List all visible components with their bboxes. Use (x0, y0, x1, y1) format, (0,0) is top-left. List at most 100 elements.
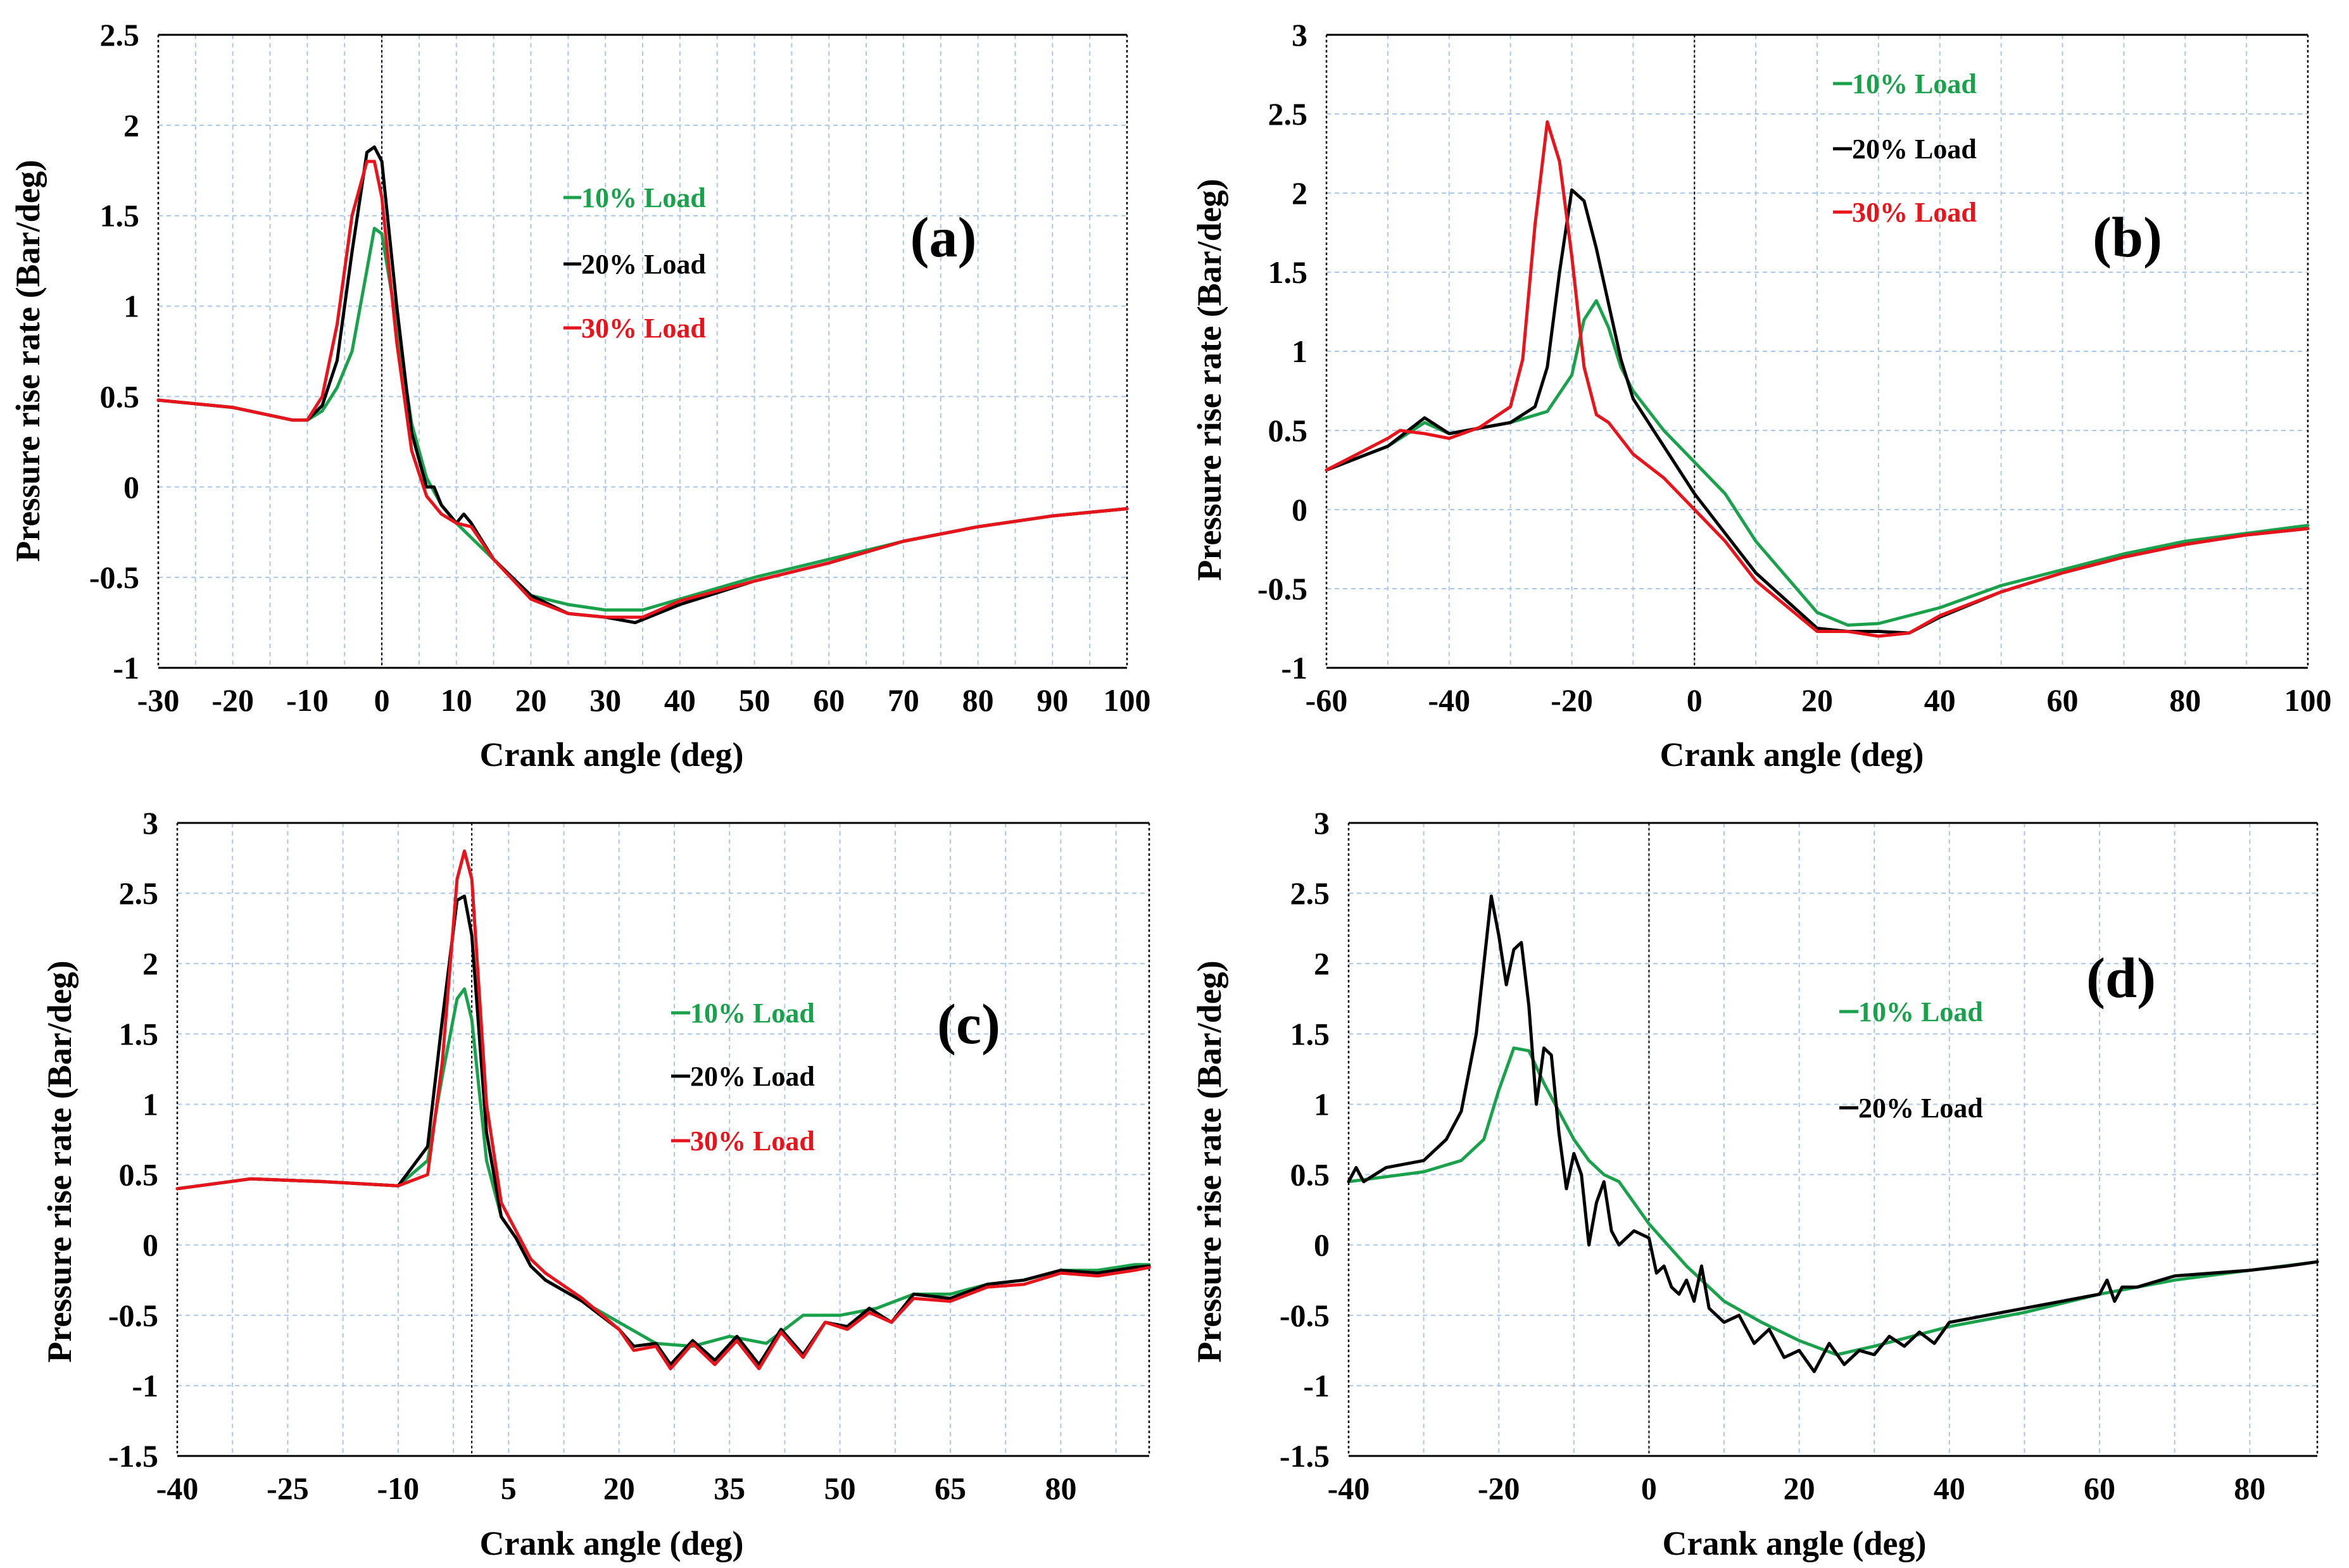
x-axis-label-d: Crank angle (deg) (1663, 1524, 1927, 1562)
series-line-b-3 (1325, 120, 2310, 638)
y-axis-label-c: Pressure rise rate (Bar/deg) (41, 960, 79, 1362)
x-tick-label-b-4: 20 (1801, 682, 1833, 718)
series-line-d-1 (1347, 1046, 2319, 1357)
series-line-a-3 (156, 160, 1129, 619)
x-tick-label-d-6: 80 (2234, 1471, 2265, 1506)
y-tick-label-b-7: 2.5 (1268, 96, 1308, 132)
x-tick-label-a-1: -20 (211, 682, 254, 718)
legend-label-a-10: 10% Load (581, 182, 706, 213)
y-tick-label-b-1: -0.5 (1257, 571, 1307, 606)
legend-c: 10% Load 20% Load 30% Load (671, 998, 815, 1157)
y-tick-label-b-3: 0.5 (1268, 413, 1308, 448)
y-axis-label-b: Pressure rise rate (Bar/deg) (1190, 179, 1228, 580)
y-tick-label-d-1: -1 (1303, 1368, 1330, 1403)
x-tick-label-b-1: -40 (1428, 682, 1470, 718)
x-tick-label-c-1: -25 (267, 1471, 309, 1506)
y-tick-label-a-5: 1.5 (100, 198, 140, 234)
x-tick-label-a-0: -30 (137, 682, 180, 718)
y-tick-label-c-0: -1.5 (108, 1438, 158, 1474)
x-tick-label-a-7: 40 (664, 682, 696, 718)
chart-panel-b: -1 -0.5 0 0.5 1 1.5 2 2.5 3 -60 -40 -20 0 20 40 60 80 10… (1190, 17, 2332, 774)
y-tick-label-c-1: -1 (132, 1368, 158, 1403)
x-tick-label-a-9: 60 (813, 682, 845, 718)
y-tick-label-d-2: -0.5 (1280, 1298, 1330, 1333)
legend-label-c-20: 20% Load (690, 1061, 815, 1092)
y-tick-label-d-8: 2.5 (1290, 875, 1330, 911)
legend-label-d-20: 20% Load (1858, 1093, 1983, 1124)
legend-label-b-30: 30% Load (1852, 197, 1977, 228)
x-tick-label-d-4: 40 (1934, 1471, 1965, 1506)
y-tick-label-c-7: 2 (142, 946, 158, 981)
y-tick-label-d-9: 3 (1314, 805, 1330, 841)
x-tick-label-b-6: 60 (2047, 682, 2079, 718)
series-line-d-2 (1347, 894, 2319, 1374)
y-axis-label-d: Pressure rise rate (Bar/deg) (1190, 960, 1228, 1362)
y-tick-label-b-0: -1 (1281, 650, 1307, 686)
y-tick-label-d-6: 1.5 (1290, 1016, 1330, 1051)
y-tick-label-a-2: 0 (123, 469, 139, 505)
x-tick-label-c-0: -40 (156, 1471, 199, 1506)
x-tick-label-d-0: -40 (1328, 1471, 1370, 1506)
y-tick-label-c-5: 1 (142, 1086, 158, 1122)
y-tick-label-b-6: 2 (1292, 175, 1307, 211)
legend-label-a-20: 20% Load (581, 249, 706, 280)
x-tick-label-a-3: 0 (374, 682, 390, 718)
chart-panel-d: -1.5-1-0.500.511.522.53 -40 -20 0 20 40 60 80 … (1190, 805, 2319, 1562)
x-tick-label-c-5: 35 (714, 1471, 745, 1506)
legend-label-d-10: 10% Load (1858, 996, 1983, 1027)
y-tick-label-b-8: 3 (1292, 17, 1307, 53)
x-tick-label-a-10: 70 (888, 682, 919, 718)
panel-label-d: (d) (2086, 947, 2156, 1010)
x-tick-label-c-4: 20 (603, 1471, 635, 1506)
y-tick-label-b-2: 0 (1292, 492, 1307, 527)
y-tick-label-a-1: -0.5 (89, 560, 139, 595)
legend-label-b-10: 10% Load (1852, 68, 1977, 99)
legend-label-b-20: 20% Load (1852, 134, 1977, 165)
x-tick-label-a-5: 20 (515, 682, 546, 718)
y-tick-label-d-0: -1.5 (1280, 1438, 1330, 1474)
y-tick-label-c-3: 0 (142, 1227, 158, 1263)
x-axis-label-c: Crank angle (deg) (480, 1524, 744, 1562)
x-tick-label-a-4: 10 (441, 682, 472, 718)
x-tick-label-c-2: -10 (377, 1471, 420, 1506)
y-tick-label-c-4: 0.5 (119, 1157, 159, 1193)
series-line-c-3 (175, 849, 1151, 1370)
series-line-c-1 (175, 987, 1151, 1348)
x-tick-label-a-2: -10 (286, 682, 329, 718)
x-tick-label-c-6: 50 (824, 1471, 856, 1506)
x-axis-label-a: Crank angle (deg) (480, 736, 744, 774)
x-tick-label-b-3: 0 (1687, 682, 1703, 718)
panel-label-a: (a) (910, 206, 977, 269)
x-tick-label-d-1: -20 (1478, 1471, 1520, 1506)
x-tick-label-a-12: 90 (1036, 682, 1068, 718)
y-tick-label-d-5: 1 (1314, 1086, 1330, 1122)
y-tick-label-b-4: 1 (1292, 334, 1307, 369)
x-tick-label-c-3: 5 (501, 1471, 517, 1506)
x-tick-label-d-3: 20 (1784, 1471, 1815, 1506)
y-tick-label-c-9: 3 (142, 805, 158, 841)
y-tick-label-a-7: 2.5 (100, 17, 140, 53)
y-tick-label-a-0: -1 (113, 650, 139, 686)
y-tick-label-d-4: 0.5 (1290, 1157, 1330, 1193)
y-tick-label-a-4: 1 (123, 289, 139, 324)
chart-panel-a: -1 -0.5 0 0.5 1 1.5 2 2.5 -30 -20 -10 0 10 20 30 40 50 6… (9, 17, 1151, 774)
x-tick-label-c-8: 80 (1045, 1471, 1076, 1506)
x-tick-label-a-11: 80 (962, 682, 994, 718)
y-tick-label-b-5: 1.5 (1268, 254, 1308, 290)
x-tick-label-a-6: 30 (589, 682, 621, 718)
x-tick-label-a-8: 50 (739, 682, 771, 718)
legend-label-c-10: 10% Load (690, 998, 815, 1029)
legend-label-a-30: 30% Load (581, 313, 706, 344)
panel-label-c: (c) (937, 993, 1000, 1056)
legend-a: 10% Load 20% Load 30% Load (564, 182, 706, 344)
legend-label-c-30: 30% Load (690, 1126, 815, 1157)
y-tick-label-d-3: 0 (1314, 1227, 1330, 1263)
x-tick-label-b-0: -60 (1306, 682, 1348, 718)
series-line-c-2 (175, 894, 1151, 1367)
legend-d: 10% Load 20% Load (1839, 996, 1983, 1124)
legend-b: 10% Load 20% Load 30% Load (1833, 68, 1977, 228)
x-tick-label-d-2: 0 (1641, 1471, 1657, 1506)
x-axis-label-b: Crank angle (deg) (1660, 736, 1924, 774)
panel-label-b: (b) (2093, 206, 2162, 269)
